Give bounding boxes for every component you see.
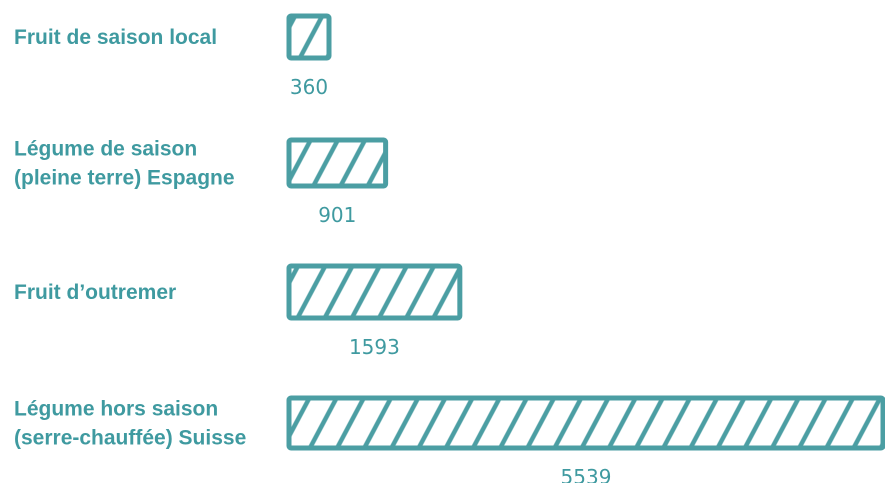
value-label-3: 5539 (561, 465, 612, 483)
category-label-2-line-0: Fruit d’outremer (14, 281, 176, 304)
bar-1 (286, 137, 389, 189)
bars-layer (286, 13, 885, 451)
labels-layer: 360 Fruit de saison local 901 Légume de sai… (14, 26, 612, 488)
category-label-3-line-0: Légume hors saison (14, 398, 218, 421)
category-label-3-line-1: (serre-chauffée) Suisse (14, 427, 246, 450)
value-label-2: 1593 (349, 335, 400, 359)
bar-0 (286, 13, 332, 61)
category-label-0-line-0: Fruit de saison local (14, 26, 217, 49)
category-label-1-line-0: Légume de saison (14, 138, 197, 161)
bar-3 (286, 395, 885, 451)
bar-2 (286, 263, 463, 321)
value-label-0: 360 (290, 75, 328, 99)
category-label-1-line-1: (pleine terre) Espagne (14, 167, 235, 190)
value-label-1: 901 (318, 203, 356, 227)
